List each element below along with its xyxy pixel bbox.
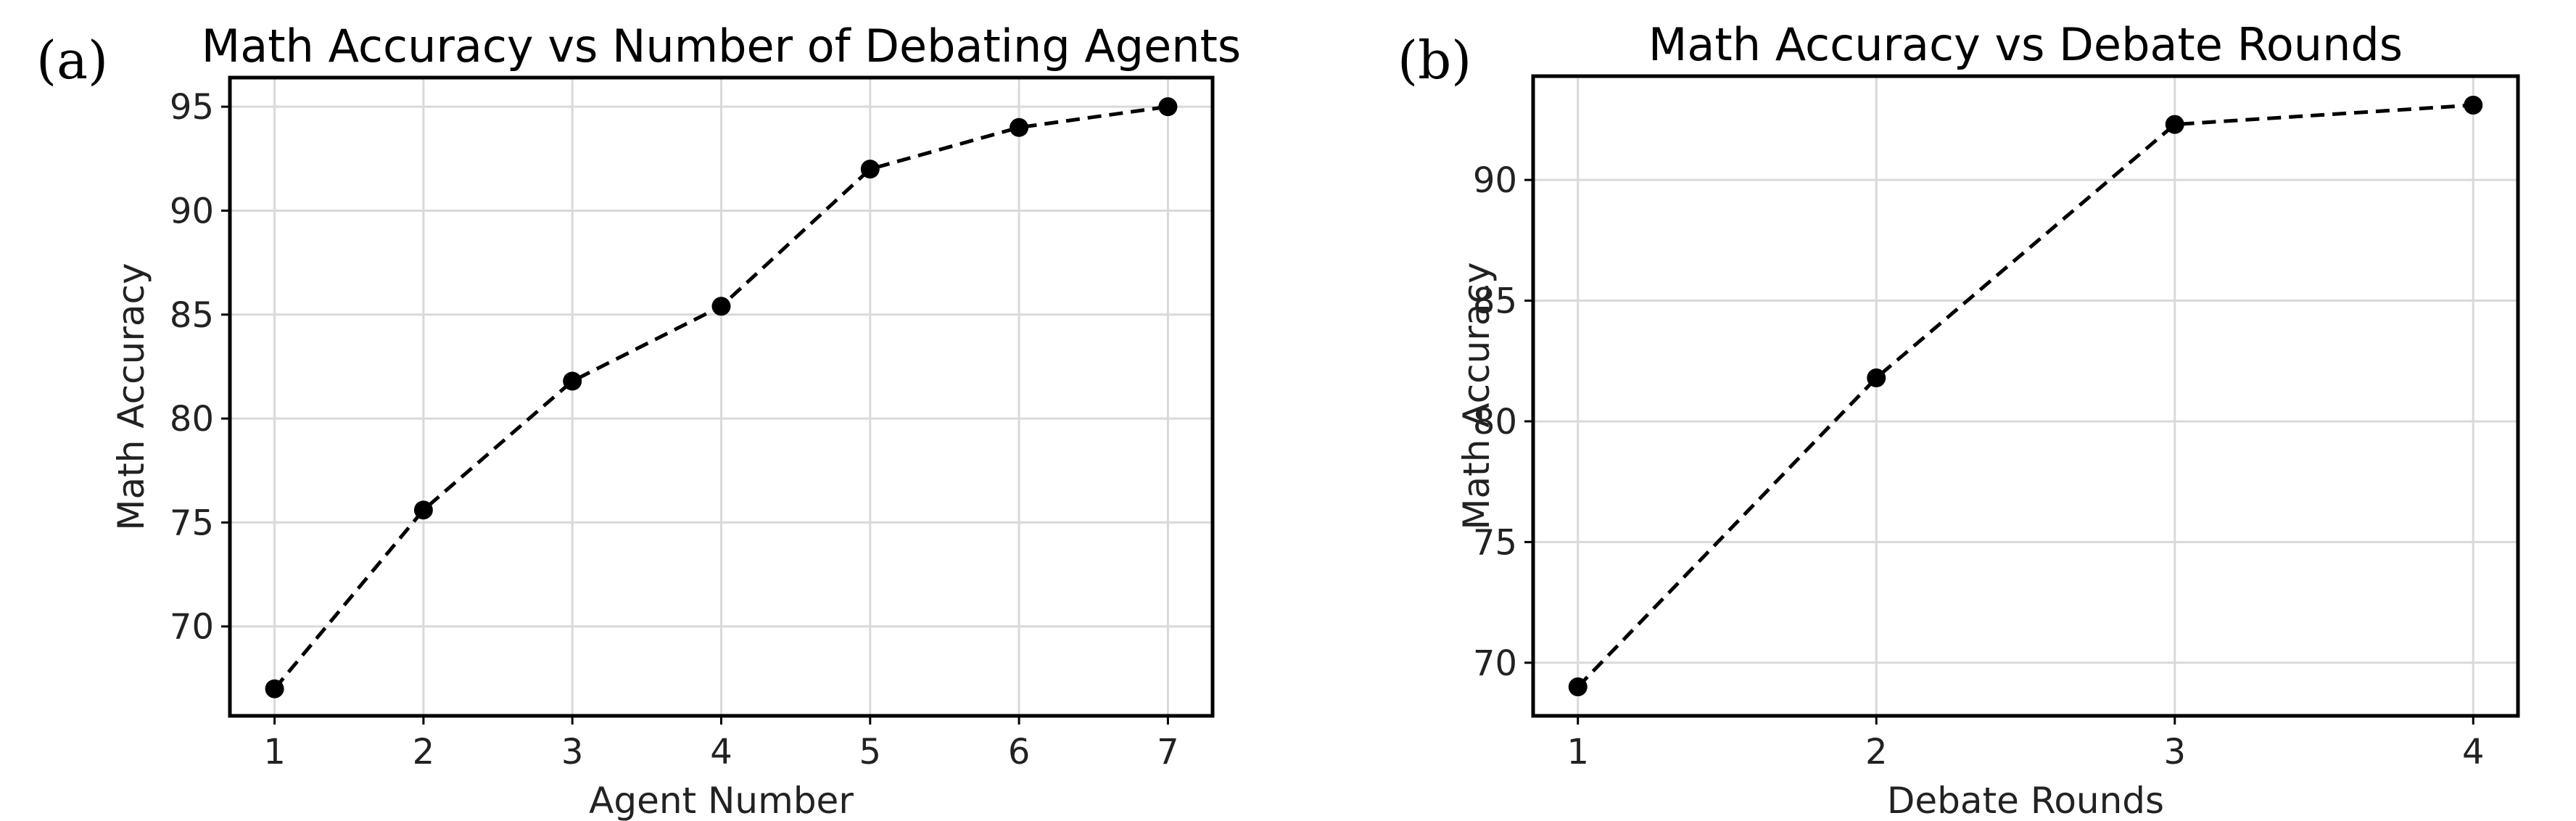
data-point <box>1158 97 1178 117</box>
x-tick-label: 4 <box>2462 732 2485 772</box>
y-tick-label: 75 <box>1473 522 1517 563</box>
chart-panel-b: 1 2 3 4 70 75 80 85 90 Math Accuracy vs Debate Ro… <box>1398 18 2520 821</box>
data-point <box>2165 115 2184 134</box>
data-point <box>1010 117 1029 137</box>
data-point <box>860 160 880 179</box>
y-tick-label: 75 <box>170 503 214 543</box>
y-tick-label: 70 <box>170 607 214 648</box>
panel-label: (a) <box>36 30 108 91</box>
x-tick-label: 1 <box>263 732 286 772</box>
y-tick-label: 80 <box>1473 402 1517 442</box>
x-axis-label: Debate Rounds <box>1887 780 2164 821</box>
plot-frame <box>1531 74 2520 718</box>
plot-frame <box>228 75 1215 718</box>
y-tick-label: 80 <box>170 399 214 440</box>
x-tick-label: 4 <box>710 732 732 772</box>
chart-panel-a: 1 2 3 4 5 6 7 70 75 80 85 90 95 Math Accuracy vs Numb… <box>36 20 1241 821</box>
y-tick-label: 85 <box>170 295 214 336</box>
data-point <box>563 371 582 391</box>
y-tick-label: 90 <box>170 191 214 231</box>
y-tick-label: 85 <box>1473 281 1517 322</box>
y-tick-label: 90 <box>1473 160 1517 201</box>
y-tick-label: 70 <box>1473 643 1517 684</box>
x-tick-label: 3 <box>2163 732 2186 772</box>
x-tick-label: 1 <box>1566 732 1589 772</box>
data-point <box>1568 677 1588 697</box>
y-tick-label: 95 <box>170 87 214 128</box>
data-point <box>711 297 731 316</box>
x-tick-label: 5 <box>859 732 882 772</box>
x-tick-label: 2 <box>1865 732 1888 772</box>
chart-title: Math Accuracy vs Debate Rounds <box>1648 18 2403 71</box>
panel-label: (b) <box>1398 30 1471 91</box>
series-line <box>1576 103 2474 688</box>
y-axis-label: Math Accuracy <box>110 263 152 530</box>
y-axis-label: Math Accuracy <box>1456 262 1498 529</box>
x-tick-label: 7 <box>1157 732 1179 772</box>
x-tick-label: 6 <box>1008 732 1031 772</box>
x-axis-label: Agent Number <box>589 780 854 821</box>
data-point <box>265 679 284 698</box>
data-point <box>2464 95 2483 115</box>
x-tick-label: 2 <box>413 732 435 772</box>
data-point <box>413 500 433 520</box>
chart-title: Math Accuracy vs Number of Debating Agen… <box>202 20 1241 73</box>
x-tick-label: 3 <box>561 732 584 772</box>
data-point <box>1867 368 1886 388</box>
